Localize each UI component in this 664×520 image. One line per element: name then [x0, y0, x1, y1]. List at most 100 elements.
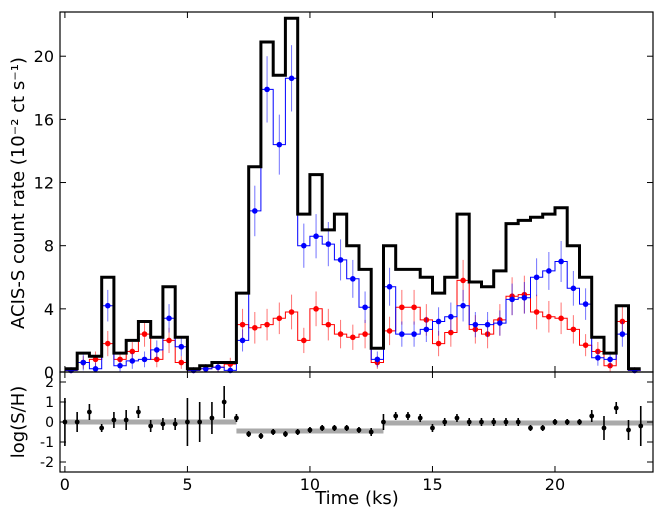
ratio-point	[515, 419, 521, 425]
ratio-point	[283, 431, 288, 437]
data-point-soft	[399, 331, 405, 337]
data-point-hard	[104, 340, 111, 347]
ratio-point	[209, 415, 215, 421]
ratio-point	[185, 419, 190, 425]
data-point-soft	[460, 302, 466, 309]
ratio-point	[319, 425, 325, 431]
ratio-point	[99, 425, 105, 431]
data-point-soft	[92, 366, 99, 372]
data-point-soft	[301, 242, 307, 249]
ratio-point	[552, 419, 558, 425]
data-point-soft	[472, 321, 479, 328]
data-point-soft	[582, 301, 589, 307]
data-point-hard	[582, 342, 589, 348]
data-point-soft	[141, 356, 148, 363]
data-point-hard	[129, 348, 136, 355]
ratio-point	[136, 409, 141, 415]
data-point-soft	[264, 86, 270, 93]
data-point-hard	[546, 313, 552, 320]
data-point-soft	[595, 354, 601, 361]
data-point-soft	[484, 321, 491, 328]
ratio-point	[172, 421, 178, 427]
bottom-ytick-label: -2	[40, 455, 54, 471]
ratio-point	[479, 419, 484, 425]
data-point-hard	[92, 356, 99, 363]
ratio-point	[528, 425, 533, 431]
data-point-soft	[252, 208, 258, 214]
data-point-soft	[215, 364, 221, 371]
data-point-soft	[546, 268, 552, 274]
data-point-soft	[607, 356, 613, 363]
data-point-soft	[239, 337, 246, 344]
top-ytick-label: 0	[44, 363, 54, 382]
bottom-xtick-label: 15	[422, 475, 442, 494]
ratio-point	[111, 417, 117, 423]
data-point-soft	[325, 241, 332, 247]
data-point-hard	[411, 304, 417, 311]
data-point-hard	[288, 309, 295, 315]
data-point-soft	[435, 318, 442, 325]
ratio-point	[405, 413, 411, 419]
ratio-point	[221, 399, 227, 405]
bottom-xtick-label: 5	[182, 475, 192, 494]
top-ytick-label: 8	[44, 237, 54, 256]
bottom-xtick-label: 20	[545, 475, 565, 494]
data-point-soft	[337, 257, 344, 263]
ratio-point	[564, 419, 570, 425]
data-point-soft	[288, 75, 295, 82]
ratio-point	[270, 429, 276, 435]
data-point-soft	[80, 359, 87, 366]
data-point-soft	[448, 313, 454, 320]
data-point-hard	[350, 334, 356, 341]
data-point-hard	[399, 304, 405, 311]
top-ylabel: ACIS-S count rate (10⁻² ct s⁻¹)	[8, 57, 29, 329]
data-point-hard	[239, 321, 246, 328]
data-point-hard	[435, 340, 442, 347]
data-point-hard	[337, 331, 344, 337]
ratio-point	[540, 425, 546, 431]
top-ytick-label: 20	[34, 47, 54, 66]
data-point-soft	[129, 358, 136, 364]
ratio-point	[246, 431, 252, 437]
ratio-point	[589, 413, 595, 419]
data-point-hard	[558, 315, 564, 322]
data-point-hard	[141, 331, 148, 337]
data-point-hard	[264, 321, 270, 328]
data-point-soft	[521, 294, 528, 301]
data-point-soft	[362, 304, 368, 311]
top-panel: 0 4 8 12 16 20	[34, 11, 654, 382]
data-point-soft	[423, 326, 430, 333]
bottom-xtick-label: 10	[300, 475, 320, 494]
data-point-soft	[350, 276, 356, 282]
data-point-soft	[153, 347, 160, 353]
series-line-soft	[64, 77, 641, 371]
data-point-hard	[252, 324, 258, 331]
ratio-point	[613, 405, 619, 411]
ratio-point	[344, 425, 350, 431]
series-line-hard	[64, 279, 641, 371]
ratio-point	[430, 425, 435, 431]
data-point-hard	[178, 359, 185, 366]
bottom-ytick-label: 2	[45, 375, 54, 391]
top-ytick-label: 16	[34, 110, 54, 129]
data-point-soft	[386, 283, 393, 290]
data-point-hard	[460, 277, 466, 284]
ratio-point	[307, 427, 313, 433]
data-point-soft	[570, 285, 577, 292]
data-point-hard	[386, 328, 393, 334]
data-point-soft	[166, 315, 172, 322]
top-ytick-label: 12	[34, 174, 54, 193]
ratio-point	[87, 409, 92, 415]
data-point-hard	[533, 309, 540, 315]
data-point-soft	[178, 343, 185, 350]
data-point-hard	[362, 331, 368, 337]
data-point-hard	[313, 306, 319, 312]
ratio-point	[638, 423, 644, 429]
data-point-soft	[558, 258, 564, 265]
ratio-point	[295, 429, 301, 435]
ratio-point	[381, 419, 386, 425]
ratio-point	[503, 419, 509, 425]
ratio-point	[454, 415, 460, 421]
ratio-point	[393, 413, 399, 419]
data-point-hard	[166, 337, 172, 344]
